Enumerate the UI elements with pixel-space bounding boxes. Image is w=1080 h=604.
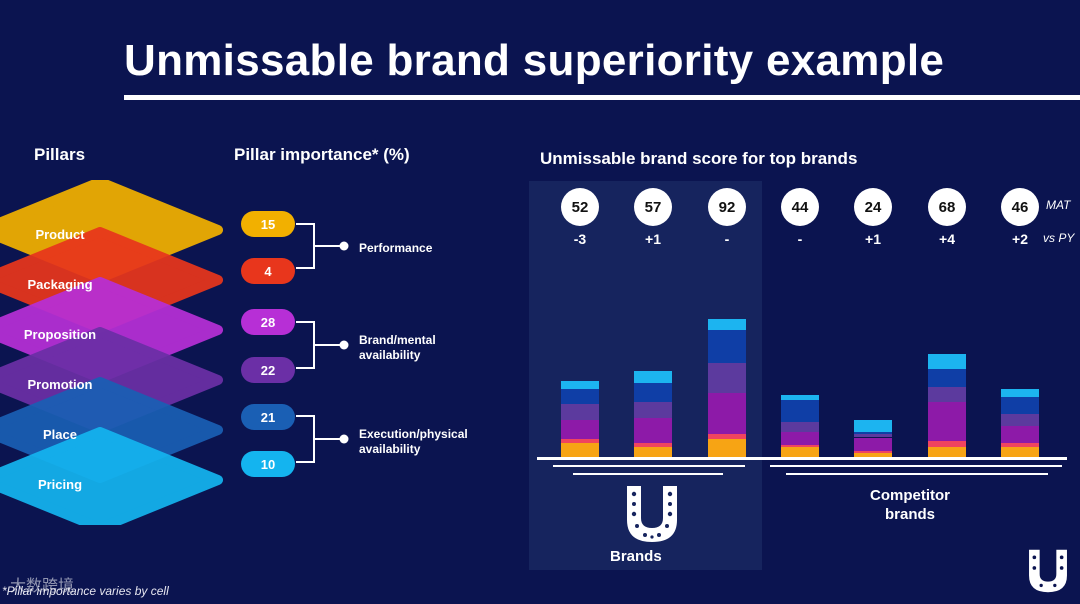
bar-segment <box>928 369 966 387</box>
bar-segment <box>781 431 819 446</box>
bar-segment <box>634 447 672 457</box>
bar-segment <box>928 441 966 448</box>
brands-underline <box>573 473 723 475</box>
score-heading: Unmissable brand score for top brands <box>540 149 858 168</box>
brands-underline <box>553 465 745 467</box>
vspy-tag: vs PY <box>1043 231 1075 245</box>
vs-py-delta: - <box>724 231 730 247</box>
bar-segment <box>1001 425 1039 444</box>
pillar-label-pricing: Pricing <box>38 477 82 492</box>
pillar-label-packaging: Packaging <box>27 277 92 292</box>
bar-segment <box>854 419 892 432</box>
bar-segment <box>928 447 966 457</box>
competitor-underline <box>770 465 1062 467</box>
bar-segment <box>781 421 819 432</box>
page-title: Unmissable brand superiority example <box>124 36 945 85</box>
score-bubble: 52 <box>561 188 599 226</box>
bar-segment <box>708 433 746 440</box>
importance-pill-pricing: 10 <box>241 451 295 477</box>
vs-py-delta: +4 <box>939 231 955 247</box>
importance-pill-packaging: 4 <box>241 258 295 284</box>
bar-segment <box>781 445 819 448</box>
connector-dot <box>339 434 349 444</box>
competitor-brands-label: Competitor brands <box>870 487 950 523</box>
bar-segment <box>708 392 746 434</box>
bar-segment <box>561 380 599 389</box>
bar-segment <box>854 433 892 438</box>
group-connectors <box>296 223 349 463</box>
bar-segment <box>708 363 746 393</box>
chart-baseline <box>537 457 1067 460</box>
importance-pill-promotion: 22 <box>241 357 295 383</box>
bar-segment <box>708 439 746 457</box>
bar-segment <box>1001 414 1039 426</box>
score-bubble: 24 <box>854 188 892 226</box>
bar-segment <box>561 439 599 444</box>
bar-segment <box>854 431 892 434</box>
score-bubble: 46 <box>1001 188 1039 226</box>
bar-segment <box>708 318 746 331</box>
bar-segment <box>854 437 892 452</box>
vs-py-delta: +1 <box>865 231 881 247</box>
score-bubble: 92 <box>708 188 746 226</box>
group-label-performance: Performance <box>359 241 433 255</box>
watermark: 大数跨境 <box>10 578 75 595</box>
vs-py-delta: +1 <box>645 231 661 247</box>
bar-segment <box>1001 443 1039 448</box>
score-bubble: 57 <box>634 188 672 226</box>
unilever-corner-logo-icon <box>1029 549 1067 593</box>
connector-dot <box>339 241 349 251</box>
bar-segment <box>854 451 892 454</box>
bar-segment <box>1001 447 1039 457</box>
bar-segment <box>708 330 746 364</box>
competitor-underline <box>786 473 1048 475</box>
pillars-heading: Pillars <box>34 145 86 164</box>
importance-pill-proposition: 28 <box>241 309 295 335</box>
bar-segment <box>634 371 672 383</box>
bar-segment <box>561 443 599 457</box>
bar-segment <box>928 353 966 370</box>
bar-segment <box>928 402 966 442</box>
importance-pill-product: 15 <box>241 211 295 237</box>
title-underline <box>124 95 1080 100</box>
vs-py-delta: +2 <box>1012 231 1028 247</box>
score-bubble: 44 <box>781 188 819 226</box>
bar-segment <box>634 402 672 418</box>
pillar-stack: Product Packaging Proposition Promotion Plac… <box>0 180 223 525</box>
bar-segment <box>1001 388 1039 397</box>
bar-segment <box>561 388 599 405</box>
pillar-label-place: Place <box>43 427 77 442</box>
pillar-layer-pricing <box>0 427 223 525</box>
importance-pill-place: 21 <box>241 404 295 430</box>
score-bubble: 68 <box>928 188 966 226</box>
pillar-label-promotion: Promotion <box>28 377 93 392</box>
brands-label: Brands <box>610 548 662 565</box>
mat-tag: MAT <box>1046 198 1071 212</box>
bar-segment <box>928 386 966 403</box>
bar-segment <box>854 453 892 457</box>
footnote: *Pillar importance varies by cell <box>2 584 169 598</box>
vs-py-delta: -3 <box>573 231 587 247</box>
group-label-execution-physical: Execution/physical availability <box>359 427 468 456</box>
bar-segment <box>634 443 672 448</box>
connector-dot <box>339 340 349 350</box>
bar-segment <box>634 382 672 403</box>
bar-segment <box>634 418 672 444</box>
bar-segment <box>1001 396 1039 415</box>
unilever-logo-icon <box>627 486 677 542</box>
group-label-brand-mental: Brand/mental availability <box>359 333 436 362</box>
vs-py-delta: - <box>797 231 803 247</box>
pillar-label-product: Product <box>35 227 85 242</box>
bar-segment <box>781 394 819 401</box>
bar-segment <box>561 404 599 420</box>
importance-heading: Pillar importance* (%) <box>234 145 410 164</box>
bar-segment <box>561 419 599 440</box>
pillar-label-proposition: Proposition <box>24 327 96 342</box>
bar-segment <box>781 400 819 422</box>
bar-segment <box>781 447 819 457</box>
